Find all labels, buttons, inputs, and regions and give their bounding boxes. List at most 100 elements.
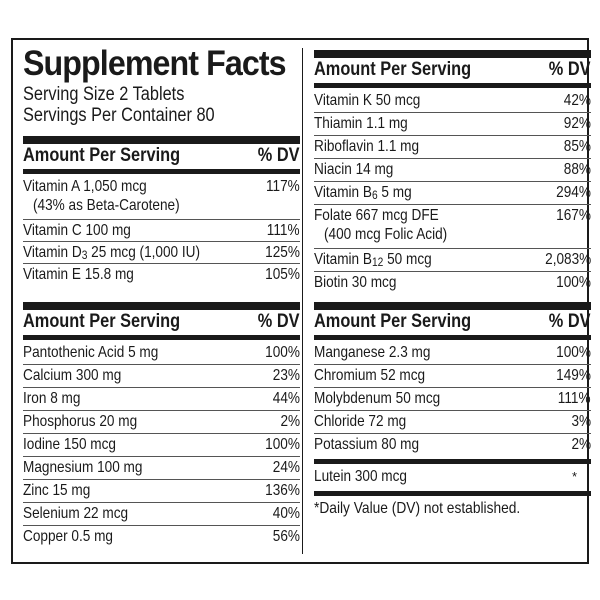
nutrient-dv: 3% [571,413,591,430]
nutrient-row: Selenium 22 mcg 40% [23,503,300,526]
nutrient-name: Vitamin K 50 mcg [314,92,421,109]
nutrient-dv: 2% [280,413,300,430]
nutrient-name: Selenium 22 mcg [23,505,129,522]
nutrient-row: Potassium 80 mg 2% [314,434,591,456]
nutrient-dv: 117% [266,178,300,195]
nutrient-row: Chromium 52 mcg 149% [314,365,591,388]
section-bar [314,335,591,340]
nutrient-dv: 88% [563,161,591,178]
nutrient-name: Pantothenic Acid 5 mg [23,344,159,361]
dv-not-established-asterisk: * [571,469,577,484]
nutrient-dv: 44% [272,390,300,407]
nutrient-row: Vitamin B6 5 mg 294% [314,182,591,205]
nutrient-row: Vitamin B12 50 mcg 2,083% [314,249,591,272]
nutrient-name: Vitamin A 1,050 mcg [23,178,147,195]
nutrient-dv: 100% [556,274,591,291]
nutrient-note: (43% as Beta-Carotene) [33,197,180,214]
nutrient-name: Calcium 300 mg [23,367,122,384]
nutrient-row: Vitamin K 50 mcg 42% [314,90,591,113]
nutrient-row: Vitamin D3 25 mcg (1,000 IU) 125% [23,242,300,264]
nutrient-name: Chromium 52 mcg [314,367,426,384]
nutrient-row: Manganese 2.3 mg 100% [314,342,591,365]
nutrient-dv: 24% [272,459,300,476]
section-bar [23,335,300,340]
nutrient-dv: 294% [556,184,591,201]
section-bar [23,136,300,144]
section-bar [314,491,591,496]
amount-per-serving-heading: Amount Per Serving [23,145,181,166]
section-bar [314,459,591,464]
nutrient-name: Biotin 30 mcg [314,274,397,291]
nutrient-row: Iodine 150 mcg 100% [23,434,300,457]
label-title: Supplement Facts [23,44,287,83]
nutrient-name: Riboflavin 1.1 mg [314,138,420,155]
nutrient-row: Niacin 14 mg 88% [314,159,591,182]
nutrient-name: Vitamin C 100 mg [23,222,131,239]
nutrient-dv: 125% [265,244,300,261]
nutrient-row: Molybdenum 50 mcg 111% [314,388,591,411]
nutrient-row: Vitamin C 100 mg 111% [23,220,300,242]
amount-per-serving-heading: Amount Per Serving [314,311,472,332]
nutrient-name: Folate 667 mcg DFE [314,207,439,224]
nutrient-name: Niacin 14 mg [314,161,394,178]
nutrient-row: Magnesium 100 mg 24% [23,457,300,480]
nutrient-name: Iodine 150 mcg [23,436,116,453]
nutrient-name: Vitamin D3 25 mcg (1,000 IU) [23,244,201,262]
amount-per-serving-heading: Amount Per Serving [314,59,472,80]
nutrient-dv: 85% [563,138,591,155]
section-header: Amount Per Serving % DV [314,310,591,334]
footnote: *Daily Value (DV) not established. [314,500,521,517]
nutrient-row: Folate 667 mcg DFE (400 mcg Folic Acid) … [314,205,591,249]
supplement-facts-label: Supplement Facts Serving Size 2 Tablets … [11,38,591,564]
nutrient-name: Copper 0.5 mg [23,528,113,545]
nutrient-dv: 167% [556,207,591,224]
nutrient-name: Vitamin E 15.8 mg [23,266,134,283]
nutrient-row: Zinc 15 mg 136% [23,480,300,503]
nutrient-dv: 40% [272,505,300,522]
dv-heading: % DV [549,311,591,332]
nutrient-name: Zinc 15 mg [23,482,91,499]
nutrient-dv: 100% [265,436,300,453]
column-divider [302,48,303,554]
nutrient-dv: 42% [563,92,591,109]
section-bar [314,302,591,310]
nutrient-dv: 2,083% [544,251,591,268]
nutrient-dv: 100% [265,344,300,361]
nutrient-name: Molybdenum 50 mcg [314,390,441,407]
nutrient-name: Phosphorus 20 mg [23,413,138,430]
nutrient-name: Magnesium 100 mg [23,459,143,476]
nutrient-row: Thiamin 1.1 mg 92% [314,113,591,136]
nutrient-dv: 100% [556,344,591,361]
nutrient-row: Iron 8 mg 44% [23,388,300,411]
nutrient-row: Biotin 30 mcg 100% [314,272,591,294]
nutrient-name: Chloride 72 mg [314,413,407,430]
nutrient-name: Lutein 300 mcg [314,468,407,485]
nutrient-row: Calcium 300 mg 23% [23,365,300,388]
nutrient-row: Pantothenic Acid 5 mg 100% [23,342,300,365]
nutrient-dv: 92% [563,115,591,132]
nutrient-dv: 2% [571,436,591,453]
nutrient-name: Potassium 80 mg [314,436,420,453]
nutrient-name: Iron 8 mg [23,390,81,407]
nutrient-note: (400 mcg Folic Acid) [324,226,448,243]
nutrient-dv: 56% [272,528,300,545]
nutrient-row: Lutein 300 mcg * [314,466,591,488]
nutrient-row: Riboflavin 1.1 mg 85% [314,136,591,159]
nutrient-dv: 136% [265,482,300,499]
nutrient-dv: 111% [267,222,300,239]
nutrient-name: Thiamin 1.1 mg [314,115,408,132]
serving-size: Serving Size 2 Tablets [23,84,185,105]
nutrient-row: Vitamin E 15.8 mg 105% [23,264,300,285]
dv-heading: % DV [258,311,300,332]
nutrient-row: Vitamin A 1,050 mcg (43% as Beta-Caroten… [23,176,300,220]
nutrient-row: Chloride 72 mg 3% [314,411,591,434]
nutrient-dv: 111% [558,390,591,407]
section-header: Amount Per Serving % DV [23,310,300,334]
dv-heading: % DV [258,145,300,166]
nutrient-dv: 149% [556,367,591,384]
nutrient-name: Vitamin B6 5 mg [314,184,412,202]
servings-per-container: Servings Per Container 80 [23,105,215,126]
dv-heading: % DV [549,59,591,80]
section-bar [23,302,300,310]
section-header: Amount Per Serving % DV [23,144,300,168]
